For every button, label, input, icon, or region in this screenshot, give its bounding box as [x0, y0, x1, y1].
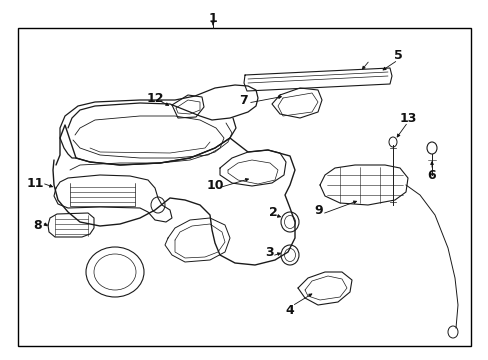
- Text: 4: 4: [285, 303, 294, 316]
- Text: 12: 12: [146, 91, 163, 104]
- Text: 13: 13: [399, 112, 416, 125]
- Text: 3: 3: [265, 246, 274, 258]
- Bar: [18, 28, 470, 346]
- Text: 10: 10: [206, 179, 224, 192]
- Text: 1: 1: [208, 12, 217, 24]
- Text: 9: 9: [314, 203, 323, 216]
- Text: 7: 7: [239, 94, 248, 107]
- Text: 2: 2: [268, 206, 277, 219]
- Text: 5: 5: [393, 49, 402, 62]
- Text: 8: 8: [34, 219, 42, 231]
- Text: 6: 6: [427, 168, 435, 181]
- Text: 11: 11: [26, 176, 43, 189]
